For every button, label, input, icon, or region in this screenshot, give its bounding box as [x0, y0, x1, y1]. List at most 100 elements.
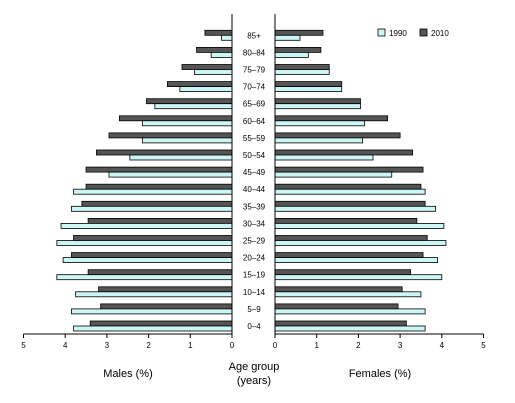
bar-females-1990-50-54	[274, 154, 374, 161]
bar-males-1990-30-34	[60, 222, 233, 229]
bar-females-1990-60-64	[274, 120, 366, 127]
bar-females-1990-15-19	[274, 274, 443, 281]
bar-males-2010-35-39	[81, 200, 233, 207]
female-x-tick-label: 1	[314, 341, 319, 350]
bar-females-2010-25-29	[274, 235, 428, 241]
center-axis-title-line1: Age group	[229, 361, 280, 373]
female-x-tick-label: 2	[356, 341, 361, 350]
bar-males-2010-0-4	[89, 320, 233, 327]
bar-males-2010-15-19	[87, 269, 233, 276]
bar-males-2010-80-84	[196, 47, 233, 53]
bar-males-1990-20-24	[62, 257, 233, 264]
bar-females-2010-50-54	[274, 149, 414, 156]
age-group-label: 35–39	[243, 202, 266, 211]
bar-males-2010-55-59	[108, 132, 233, 139]
axes-layer: 0 0 1 1 2 2 3 3 4 4 5 5	[21, 14, 486, 350]
legend: 1990 2010	[377, 28, 449, 38]
age-group-label: 75–79	[243, 66, 266, 75]
bar-females-2010-85+	[274, 29, 324, 36]
age-group-label: 10–14	[243, 288, 266, 297]
bar-females-2010-65-69	[274, 98, 361, 105]
legend-swatch-2010	[419, 28, 428, 37]
bar-males-1990-40-44	[73, 188, 233, 195]
age-group-label: 50–54	[243, 151, 266, 160]
bar-females-1990-30-34	[274, 222, 445, 229]
age-group-label: 0–4	[247, 322, 261, 331]
bar-males-2010-30-34	[87, 217, 233, 224]
bar-males-1990-80-84	[210, 52, 233, 58]
bar-females-1990-45-49	[274, 171, 393, 178]
bar-males-1990-15-19	[56, 274, 233, 281]
bar-females-2010-45-49	[274, 166, 424, 173]
bar-females-2010-20-24	[274, 252, 424, 259]
bar-females-1990-0-4	[274, 325, 426, 332]
age-group-label: 65–69	[243, 100, 266, 109]
bar-males-2010-10-14	[98, 286, 233, 293]
bar-females-2010-5-9	[274, 303, 399, 310]
bar-females-1990-25-29	[274, 240, 447, 246]
bar-males-1990-65-69	[154, 103, 233, 110]
bar-males-2010-70-74	[166, 81, 233, 87]
legend-swatch-1990	[377, 28, 386, 37]
age-group-label: 55–59	[243, 134, 266, 143]
bar-males-2010-25-29	[73, 235, 233, 241]
bar-males-1990-55-59	[141, 137, 233, 144]
bar-males-2010-75-79	[181, 64, 233, 70]
bar-males-1990-35-39	[71, 205, 233, 212]
bar-females-2010-30-34	[274, 217, 418, 224]
female-x-tick-label: 4	[440, 341, 445, 350]
bar-females-1990-55-59	[274, 137, 363, 144]
bar-females-1990-10-14	[274, 291, 422, 298]
bar-females-1990-35-39	[274, 205, 436, 212]
bar-males-2010-45-49	[85, 166, 233, 173]
age-group-label: 70–74	[243, 83, 266, 92]
bar-females-2010-15-19	[274, 269, 411, 276]
age-group-label: 40–44	[243, 185, 266, 194]
bar-males-2010-20-24	[71, 252, 233, 259]
male-x-tick-label: 0	[230, 341, 235, 350]
bar-females-2010-0-4	[274, 320, 407, 327]
bar-males-2010-85+	[204, 29, 233, 36]
bar-males-1990-60-64	[141, 120, 233, 127]
male-x-tick-label: 1	[188, 341, 193, 350]
age-group-label: 85+	[247, 31, 261, 40]
age-group-label: 25–29	[243, 237, 266, 246]
bar-females-2010-35-39	[274, 200, 426, 207]
bar-females-2010-80-84	[274, 47, 322, 53]
bar-males-2010-60-64	[119, 115, 233, 122]
bar-females-2010-40-44	[274, 183, 422, 190]
bar-females-1990-85+	[274, 34, 301, 41]
age-group-label: 20–24	[243, 254, 266, 263]
male-x-tick-label: 4	[63, 341, 68, 350]
male-x-tick-label: 2	[146, 341, 151, 350]
bar-females-1990-40-44	[274, 188, 426, 195]
bar-males-2010-5-9	[100, 303, 233, 310]
male-x-tick-label: 3	[105, 341, 110, 350]
bar-males-1990-50-54	[129, 154, 233, 161]
bar-males-1990-0-4	[73, 325, 233, 332]
age-group-label: 30–34	[243, 219, 266, 228]
male-x-tick-label: 5	[21, 341, 26, 350]
right-axis-title: Females (%)	[349, 368, 411, 380]
bar-males-2010-65-69	[146, 98, 233, 105]
bar-males-1990-25-29	[56, 240, 233, 246]
female-x-tick-label: 5	[481, 341, 486, 350]
legend-label-1990: 1990	[389, 29, 407, 38]
bar-males-1990-70-74	[179, 86, 233, 92]
bar-females-2010-70-74	[274, 81, 343, 87]
bar-females-2010-60-64	[274, 115, 388, 122]
bar-females-1990-70-74	[274, 86, 343, 92]
legend-label-2010: 2010	[431, 29, 449, 38]
bar-females-1990-20-24	[274, 257, 439, 264]
age-group-label: 60–64	[243, 117, 266, 126]
bar-females-1990-65-69	[274, 103, 361, 110]
age-group-label: 15–19	[243, 271, 266, 280]
bar-males-1990-45-49	[108, 171, 233, 178]
age-group-label: 45–49	[243, 168, 266, 177]
bar-females-2010-10-14	[274, 286, 403, 293]
bar-males-1990-85+	[221, 34, 233, 41]
bar-females-1990-5-9	[274, 308, 426, 315]
bars-layer	[56, 29, 447, 332]
bar-females-2010-55-59	[274, 132, 401, 139]
